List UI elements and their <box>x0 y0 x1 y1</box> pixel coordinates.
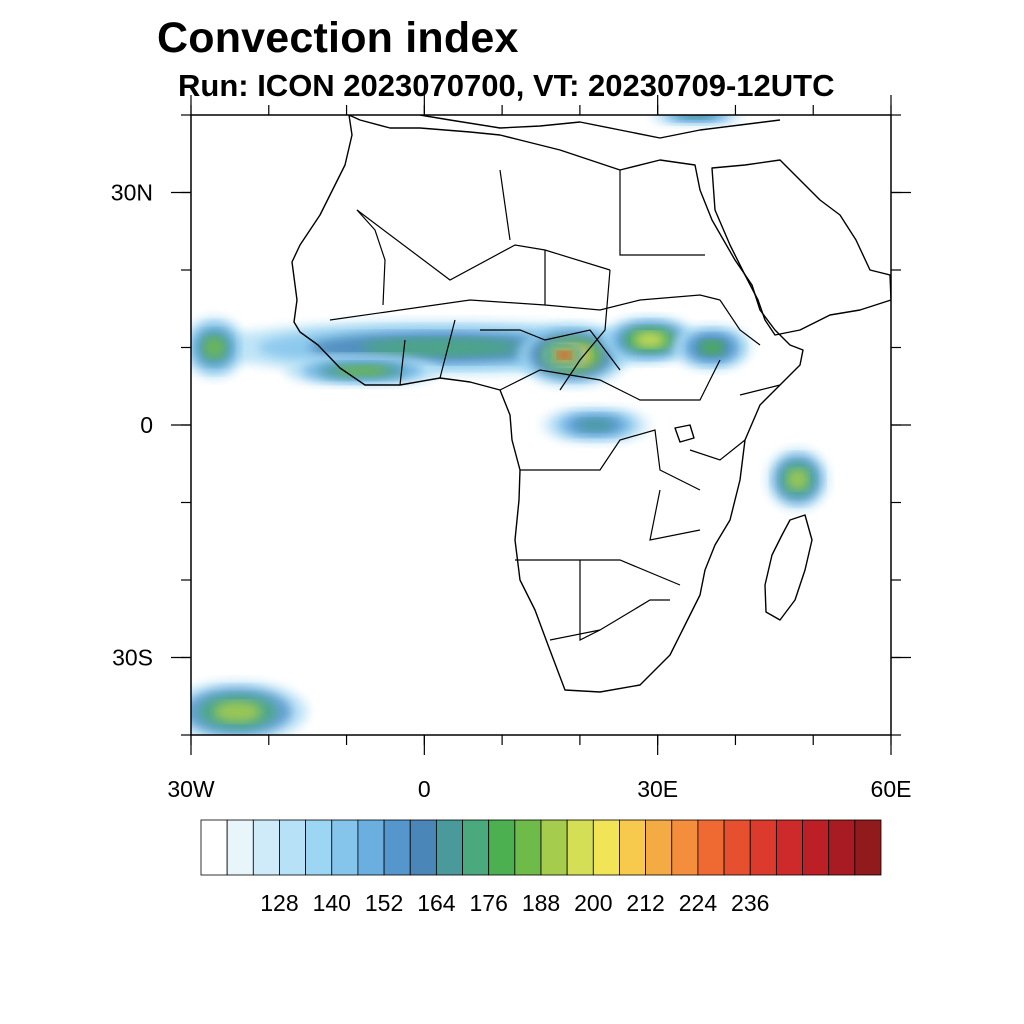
convection-region-mediterranean <box>680 115 713 119</box>
colorbar-swatch <box>305 819 333 876</box>
convection-region-south-atlantic <box>213 701 262 723</box>
colorbar-swatch <box>331 819 359 876</box>
convection-region-central-hot <box>557 351 571 360</box>
colorbar: 128 140 152 164 176 188 200 212 224 236 <box>200 819 882 916</box>
convection-region-ethiopia <box>698 339 726 356</box>
colorbar-label: 236 <box>731 890 769 916</box>
convection-region-sahel-band <box>360 338 520 357</box>
colorbar-swatch <box>514 819 542 876</box>
colorbar-label: 164 <box>417 890 456 916</box>
colorbar-swatch <box>540 819 568 876</box>
colorbar-label: 140 <box>313 890 351 916</box>
colorbar-swatch <box>566 819 594 876</box>
lon-tick-label: 30E <box>637 776 678 802</box>
colorbar-swatch <box>854 819 882 876</box>
country-borders <box>329 169 781 641</box>
madagascar-coastline <box>764 514 813 621</box>
colorbar-label: 152 <box>365 890 403 916</box>
colorbar-label: 128 <box>260 890 298 916</box>
chart-subtitle: Run: ICON 2023070700, VT: 20230709-12UTC <box>178 68 835 103</box>
lon-tick-label: 60E <box>871 776 912 802</box>
colorbar-swatch <box>592 819 620 876</box>
chart-title: Convection index <box>157 14 519 62</box>
africa-coastline <box>291 115 804 693</box>
convection-region-atlantic-west <box>203 336 225 359</box>
lake-victoria <box>674 424 695 443</box>
colorbar-label: 176 <box>470 890 508 916</box>
axis-ticks: 30N 0 30S 30W 0 30E 60E <box>111 95 912 802</box>
convection-region-east-sudan <box>634 331 666 348</box>
colorbar-swatch <box>409 819 437 876</box>
colorbar-swatch <box>697 819 725 876</box>
colorbar-swatch <box>488 819 516 876</box>
colorbar-label: 224 <box>679 890 718 916</box>
colorbar-swatch <box>226 819 254 876</box>
convection-region-congo <box>576 418 614 432</box>
lon-tick-label: 30W <box>167 776 215 802</box>
colorbar-swatch <box>749 819 777 876</box>
lat-tick-label: 30S <box>112 645 153 671</box>
colorbar-swatch <box>775 819 803 876</box>
europe-coastline <box>419 115 781 139</box>
colorbar-label: 200 <box>574 890 612 916</box>
colorbar-swatch <box>619 819 647 876</box>
lon-tick-label: 0 <box>418 776 431 802</box>
colorbar-swatch <box>252 819 280 876</box>
colorbar-swatch <box>828 819 856 876</box>
lat-tick-label: 0 <box>140 412 153 438</box>
colorbar-swatch <box>671 819 699 876</box>
coastlines <box>291 115 891 693</box>
colorbar-swatch <box>279 819 307 876</box>
colorbar-label: 188 <box>522 890 560 916</box>
lat-tick-label: 30N <box>111 180 153 206</box>
colorbar-swatch <box>435 819 463 876</box>
convection-field <box>191 115 829 735</box>
colorbar-label: 212 <box>626 890 664 916</box>
plot-frame <box>190 114 892 736</box>
arabia-coastline <box>711 159 891 336</box>
colorbar-swatch <box>200 819 228 876</box>
colorbar-swatch <box>462 819 490 876</box>
colorbar-swatch <box>802 819 830 876</box>
colorbar-swatch <box>645 819 673 876</box>
convection-region-indian-ocean <box>787 468 809 490</box>
colorbar-swatch <box>723 819 751 876</box>
colorbar-swatch <box>383 819 411 876</box>
colorbar-swatch <box>357 819 385 876</box>
